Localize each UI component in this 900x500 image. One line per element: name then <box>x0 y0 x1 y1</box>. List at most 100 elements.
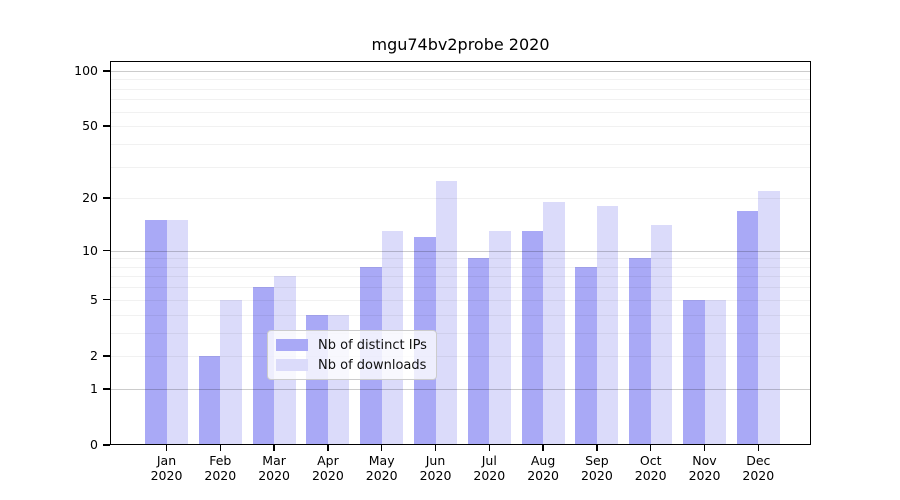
bar-nb-of-downloads-jul <box>489 231 511 445</box>
minor-gridline-2 <box>110 355 811 357</box>
x-tick-mark-feb <box>219 445 222 451</box>
minor-gridline-40 <box>110 143 811 145</box>
x-tick-mark-aug <box>542 445 544 451</box>
bar-nb-of-distinct-ips-nov <box>683 299 705 445</box>
x-tick-month-feb: Feb <box>209 453 232 468</box>
x-tick-month-oct: Oct <box>639 453 662 468</box>
x-tick-mark-jun <box>434 445 437 451</box>
y-tick-label-5: 5 <box>90 291 98 307</box>
x-tick-year-may: 2020 <box>365 468 398 483</box>
x-tick-label-aug: Aug 2020 <box>513 453 573 483</box>
y-tick-label-0: 0 <box>90 437 98 452</box>
x-tick-label-jun: Jun 2020 <box>406 453 466 483</box>
x-tick-month-may: May <box>368 453 395 468</box>
minor-gridline-5 <box>110 299 811 301</box>
y-tick-label-1: 1 <box>90 380 98 396</box>
x-tick-mark-jul <box>488 445 491 451</box>
x-tick-year-jun: 2020 <box>419 468 452 483</box>
y-tick-mark-2 <box>103 355 110 357</box>
legend-item-downloads: Nb of downloads <box>276 355 427 375</box>
plot-area <box>110 61 811 445</box>
bar-nb-of-distinct-ips-aug <box>521 231 544 445</box>
bar-nb-of-distinct-ips-mar <box>252 287 275 445</box>
x-tick-month-jun: Jun <box>425 453 446 468</box>
legend-swatch-downloads <box>276 359 308 371</box>
x-tick-mark-mar <box>273 445 275 451</box>
y-tick-mark-20 <box>103 197 110 199</box>
y-tick-label-100: 100 <box>74 62 98 78</box>
x-tick-mark-may <box>380 445 383 451</box>
minor-gridline-4 <box>110 314 811 316</box>
x-tick-year-apr: 2020 <box>311 468 344 483</box>
bar-nb-of-distinct-ips-oct <box>629 258 651 445</box>
bar-nb-of-downloads-dec <box>758 190 780 445</box>
x-tick-year-dec: 2020 <box>742 468 775 483</box>
bar-nb-of-downloads-aug <box>543 202 565 445</box>
x-tick-mark-jan <box>165 445 168 451</box>
y-tick-label-20: 20 <box>82 190 98 206</box>
x-tick-label-sep: Sep 2020 <box>567 453 627 483</box>
x-tick-year-aug: 2020 <box>527 468 559 483</box>
x-tick-year-mar: 2020 <box>258 468 290 483</box>
legend-swatch-distinct-ips <box>276 339 308 351</box>
x-tick-mark-oct <box>649 445 652 451</box>
y-tick-mark-50 <box>103 125 110 127</box>
y-tick-mark-5 <box>103 298 110 301</box>
x-tick-month-nov: Nov <box>692 453 717 468</box>
minor-gridline-60 <box>110 111 811 113</box>
x-tick-label-jul: Jul 2020 <box>459 453 519 483</box>
major-gridline-100 <box>110 70 811 72</box>
bar-nb-of-distinct-ips-feb <box>198 355 221 445</box>
y-tick-label-10: 10 <box>82 242 98 258</box>
legend-label-distinct-ips: Nb of distinct IPs <box>318 337 427 353</box>
bar-nb-of-downloads-nov <box>704 299 726 445</box>
x-tick-label-nov: Nov 2020 <box>675 453 735 483</box>
x-tick-month-aug: Aug <box>530 453 556 468</box>
x-tick-label-oct: Oct 2020 <box>621 453 681 483</box>
x-tick-mark-apr <box>327 445 329 451</box>
bar-nb-of-distinct-ips-jul <box>467 258 490 445</box>
minor-gridline-8 <box>110 266 811 268</box>
x-tick-label-apr: Apr 2020 <box>298 453 358 483</box>
bar-nb-of-distinct-ips-sep <box>575 266 597 445</box>
minor-gridline-20 <box>110 198 811 200</box>
minor-gridline-30 <box>110 166 811 168</box>
x-tick-month-apr: Apr <box>317 453 339 468</box>
bar-nb-of-distinct-ips-dec <box>736 210 759 445</box>
minor-gridline-3 <box>110 332 811 334</box>
x-tick-mark-nov <box>703 445 706 451</box>
bar-nb-of-downloads-jun <box>435 180 457 445</box>
x-tick-label-feb: Feb 2020 <box>190 453 250 483</box>
minor-gridline-50 <box>110 126 811 128</box>
bar-nb-of-downloads-oct <box>650 225 673 445</box>
minor-gridline-7 <box>110 276 811 278</box>
x-tick-label-dec: Dec 2020 <box>728 453 788 483</box>
x-tick-year-nov: 2020 <box>688 468 721 483</box>
chart-title: mgu74bv2probe 2020 <box>371 35 550 54</box>
minor-gridline-80 <box>110 88 811 90</box>
legend: Nb of distinct IPs Nb of downloads <box>267 330 437 380</box>
x-tick-month-jul: Jul <box>481 453 497 468</box>
x-tick-label-may: May 2020 <box>352 453 412 483</box>
minor-gridline-90 <box>110 79 811 81</box>
minor-gridline-6 <box>110 287 811 289</box>
bar-nb-of-downloads-feb <box>220 299 242 445</box>
major-gridline-1 <box>110 388 811 390</box>
x-tick-month-jan: Jan <box>156 453 177 468</box>
x-tick-mark-dec <box>757 445 760 451</box>
x-tick-month-dec: Dec <box>746 453 771 468</box>
x-tick-label-jan: Jan 2020 <box>137 453 197 483</box>
minor-gridline-70 <box>110 99 811 101</box>
bar-nb-of-downloads-sep <box>596 206 619 445</box>
major-gridline-10 <box>110 250 811 252</box>
x-tick-year-oct: 2020 <box>634 468 667 483</box>
y-tick-label-50: 50 <box>82 118 98 134</box>
x-tick-mark-sep <box>596 445 598 451</box>
y-tick-mark-100 <box>103 70 110 72</box>
legend-label-downloads: Nb of downloads <box>318 357 427 373</box>
y-tick-mark-1 <box>103 388 110 390</box>
x-tick-year-jul: 2020 <box>473 468 506 483</box>
legend-item-distinct-ips: Nb of distinct IPs <box>276 335 427 355</box>
y-tick-label-2: 2 <box>90 347 98 363</box>
